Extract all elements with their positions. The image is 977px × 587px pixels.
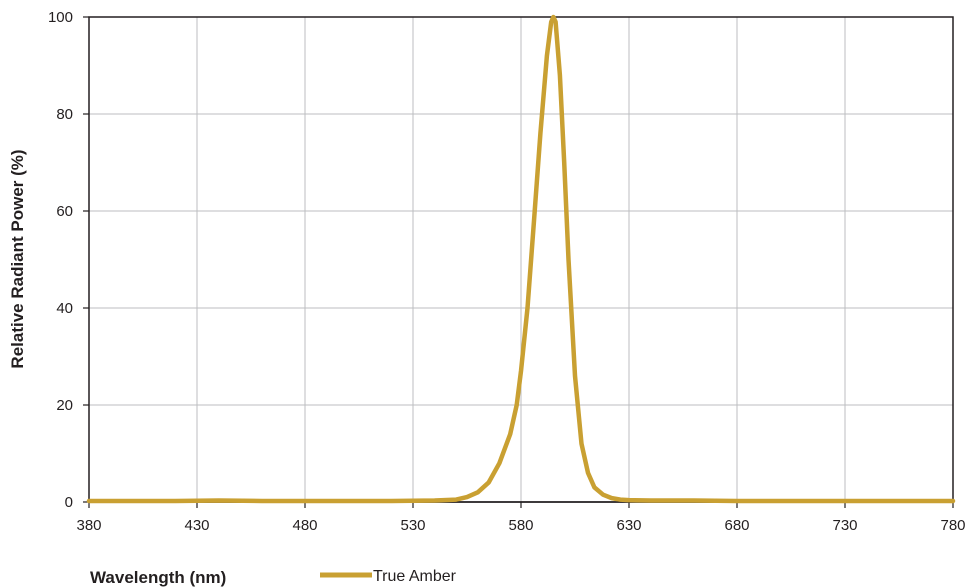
legend-label: True Amber [373,568,457,585]
x-tick-label: 580 [508,517,533,534]
x-tick-label: 730 [832,517,857,534]
x-tick-label: 380 [76,517,101,534]
series-line-true-amber [86,14,956,504]
y-axis-title: Relative Radiant Power (%) [8,149,27,368]
x-tick-label: 480 [292,517,317,534]
y-tick-label: 40 [56,300,73,317]
x-tick-label: 630 [616,517,641,534]
series-layer [86,14,956,504]
gridlines [89,17,953,502]
x-tick-label: 780 [940,517,965,534]
y-tick-label: 80 [56,106,73,123]
y-tick-label: 0 [65,494,73,511]
y-tick-label: 100 [48,9,73,26]
y-tick-label: 60 [56,203,73,220]
x-axis-ticks: 380 430 480 530 580 630 680 730 780 [76,502,966,534]
legend: True Amber [320,568,457,585]
y-tick-label: 20 [56,397,73,414]
x-tick-label: 430 [184,517,209,534]
x-tick-label: 680 [724,517,749,534]
y-axis-ticks: 0 20 40 60 80 100 [48,9,89,511]
x-axis-title: Wavelength (nm) [90,568,226,587]
x-tick-label: 530 [400,517,425,534]
